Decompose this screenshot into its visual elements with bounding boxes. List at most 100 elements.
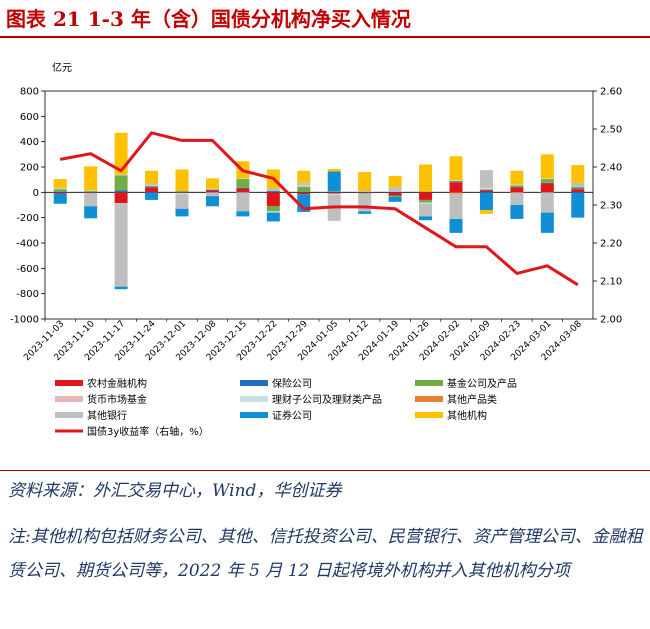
bar-segment-s4-c10 [358,191,372,192]
y-tick-label: -400 [16,239,39,250]
bar-segment-s1-c0 [53,191,67,193]
bar-segment-s1-c3 [145,186,159,188]
legend-label-3: 货币市场基金 [87,393,147,406]
bar-segment-s6-c6 [236,192,250,212]
bar-segment-s2-c4 [175,191,189,192]
bar-segment-s4-c17 [571,186,585,187]
y-tick-label: 400 [20,137,39,148]
legend-swatch-5 [415,396,443,402]
figure-title: 图表 21 1-3 年（含）国债分机构净买入情况 [6,7,411,31]
legend-swatch-2 [415,380,443,386]
bar-segment-s6-c8 [297,182,311,186]
bar-segment-s2-c8 [297,186,311,192]
y2-tick-label: 2.20 [600,239,622,250]
y-tick-label: -600 [16,264,39,275]
bar-segment-s4-c15 [510,184,524,186]
legend-swatch-3 [55,396,83,402]
bar-segment-s1-c14 [479,189,493,191]
bar-segment-s7-c3 [145,192,159,200]
bar-segment-s8-c5 [205,178,219,189]
bar-segment-s1-c8 [297,191,311,193]
bar-segment-s8-c9 [327,168,341,172]
bar-segment-s1-c13 [449,181,463,183]
bar-segment-s1-c9 [327,191,341,193]
bar-segment-s2-c10 [358,192,372,194]
legend-swatch-1 [240,380,268,386]
y-tick-label: 0 [33,188,39,199]
legend-swatch-0 [55,380,83,386]
bar-segment-s0-c5 [205,190,219,193]
bar-segment-s8-c17 [571,165,585,183]
bar-segment-s4-c12 [419,202,433,204]
bar-segment-s8-c11 [388,175,402,188]
legend-label-2: 基金公司及产品 [447,377,517,390]
legend-swatch-7 [240,412,268,418]
bar-segment-s0-c1 [84,192,98,193]
bar-segment-s8-c1 [84,166,98,191]
bar-segment-s7-c9 [327,171,341,192]
legend-label-6: 其他银行 [87,409,127,422]
legend-swatch-4 [240,396,268,402]
bar-segment-s0-c14 [479,190,493,193]
bar-segment-s4-c7 [266,211,280,213]
bar-segment-s6-c1 [84,192,98,207]
bar-segment-s4-c9 [327,193,341,195]
bar-segment-s2-c0 [53,189,67,192]
bar-segment-s4-c5 [205,188,219,190]
bar-segment-s7-c10 [358,211,372,214]
legend-label-8: 其他机构 [447,409,487,422]
bar-segment-s6-c2 [114,203,128,287]
note-text: 注:其他机构包括财务公司、其他、信托投资公司、民营银行、资产管理公司、金融租赁公… [8,527,643,581]
y-axis-unit-label: 亿元 [52,61,72,74]
bar-segment-s7-c1 [84,206,98,219]
bar-segment-s1-c12 [419,191,433,193]
bar-segment-s7-c15 [510,205,524,219]
bar-segment-s2-c14 [479,189,493,190]
bar-segment-s0-c15 [510,187,524,193]
figure-header: 图表 21 1-3 年（含）国债分机构净买入情况 [0,0,650,34]
bar-segment-s8-c3 [145,170,159,184]
bar-segment-s4-c11 [388,191,402,192]
bar-segment-s4-c0 [53,188,67,190]
bar-segment-s4-c8 [297,185,311,187]
bar-segment-s1-c6 [236,187,250,189]
bar-segment-s2-c11 [388,195,402,197]
bar-segment-s0-c16 [540,183,554,193]
bar-segment-s2-c3 [145,186,159,187]
bar-segment-s1-c16 [540,182,554,184]
bar-segment-s0-c7 [266,192,280,207]
bar-segment-s2-c7 [266,206,280,212]
bar-segment-s2-c9 [327,191,341,192]
bar-segment-s7-c5 [205,196,219,207]
bar-segment-s0-c8 [297,192,311,195]
bar-segment-s8-c15 [510,170,524,185]
bar-segment-s8-c2 [114,132,128,175]
bar-segment-s8-c8 [297,170,311,183]
bar-segment-s4-c13 [449,180,463,181]
bar-segment-s8-c4 [175,169,189,192]
bar-segment-s2-c17 [571,186,585,189]
bar-segment-s6-c14 [479,170,493,188]
bar-segment-s7-c4 [175,208,189,217]
bar-segment-s7-c12 [419,216,433,221]
bar-segment-s0-c3 [145,187,159,193]
bar-segment-s2-c1 [84,191,98,192]
bar-segment-s2-c16 [540,179,554,183]
x-axis: 2023-11-032023-11-102023-11-172023-11-24… [22,319,584,363]
bar-segment-s8-c0 [53,179,67,188]
bar-segment-s0-c11 [388,192,402,196]
bar-segment-s4-c2 [114,174,128,176]
bar-segment-s0-c10 [358,192,372,193]
bar-segment-s1-c17 [571,188,585,190]
bar-segment-s2-c13 [449,180,463,182]
bar-segment-s2-c5 [205,189,219,190]
bar-segment-s4-c6 [236,178,250,180]
y-tick-label: -800 [16,289,39,300]
bar-segment-s2-c15 [510,185,524,187]
bar-segment-s6-c17 [571,182,585,186]
bar-segment-s6-c12 [419,203,433,217]
bar-segment-s0-c17 [571,189,585,193]
bar-segment-s0-c12 [419,192,433,200]
left-y-axis: 亿元 800 600 400 200 0 -200 -400 -600 -800 -1000 [10,61,72,326]
bar-segment-s6-c0 [53,187,67,189]
